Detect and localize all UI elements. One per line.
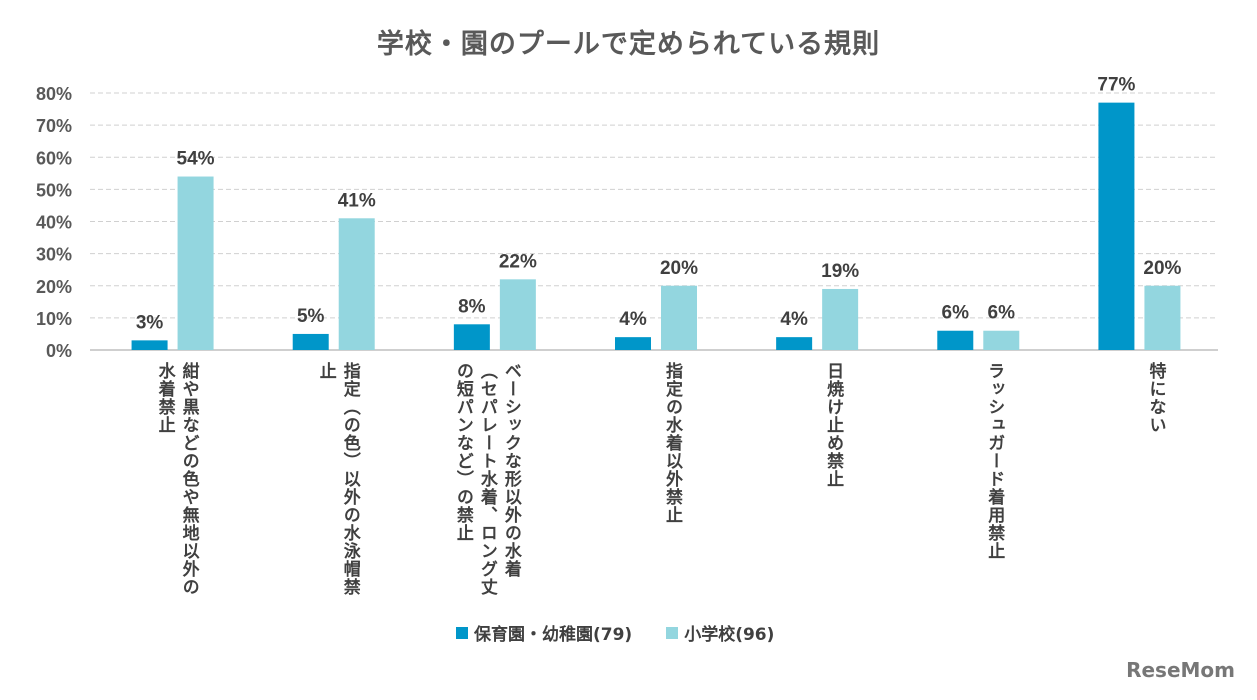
category-label: 特にない (1145, 362, 1166, 434)
y-tick-label: 20% (36, 277, 72, 297)
resemom-logo: ReseMom (1126, 658, 1235, 682)
data-label: 20% (660, 258, 698, 279)
bar (822, 288, 859, 350)
data-label: 6% (988, 303, 1016, 324)
y-tick-label: 50% (36, 180, 72, 200)
bar (937, 330, 974, 350)
data-label: 19% (821, 261, 859, 282)
chart-title: 学校・園のプールで定められている規則 (376, 29, 881, 60)
data-label: 5% (297, 306, 325, 327)
bar (292, 333, 329, 350)
data-label: 22% (499, 251, 537, 272)
category-label: 指定（の色）以外の水泳帽禁止 (315, 362, 360, 596)
y-tick-label: 40% (36, 213, 72, 233)
data-label: 20% (1143, 258, 1181, 279)
data-label: 54% (177, 149, 215, 170)
bar (1098, 102, 1135, 350)
bar (499, 279, 536, 350)
y-tick-label: 80% (36, 84, 72, 104)
legend-item-preschool: 保育園・幼稚園(79) (456, 620, 632, 645)
y-tick-label: 10% (36, 309, 72, 329)
bar (131, 340, 168, 350)
data-label: 6% (942, 303, 970, 324)
data-label: 41% (338, 190, 376, 211)
category-label: 紺や黒などの色や無地以外の水着禁止 (154, 362, 199, 596)
category-label: 日焼け止め禁止 (823, 362, 844, 488)
legend-swatch (456, 626, 468, 639)
category-label: ベーシックな形以外の水着（セパレート水着、ロング丈の短パンなど）の禁止 (452, 362, 521, 596)
y-tick-label: 70% (36, 116, 72, 136)
legend-label: 小学校(96) (684, 625, 775, 645)
y-tick-label: 0% (46, 341, 72, 361)
data-label: 4% (619, 309, 647, 330)
legend-item-elementary: 小学校(96) (666, 620, 774, 645)
bar (453, 324, 490, 350)
bar (177, 176, 214, 350)
data-label: 8% (458, 296, 486, 317)
legend: 保育園・幼稚園(79) 小学校(96) (456, 620, 808, 645)
bar (1144, 285, 1181, 350)
bar (983, 330, 1020, 350)
y-tick-label: 60% (36, 148, 72, 168)
bar (776, 337, 813, 350)
bar (338, 218, 375, 350)
legend-swatch (666, 626, 679, 639)
data-label: 77% (1097, 75, 1135, 96)
legend-label: 保育園・幼稚園(79) (474, 625, 633, 645)
data-label: 3% (136, 312, 164, 333)
y-tick-label: 30% (36, 245, 72, 265)
category-label: 指定の水着以外禁止 (662, 362, 682, 524)
bar (615, 337, 651, 350)
bar (661, 285, 697, 350)
data-label: 4% (780, 309, 808, 330)
category-label: ラッシュガード着用禁止 (984, 362, 1005, 560)
